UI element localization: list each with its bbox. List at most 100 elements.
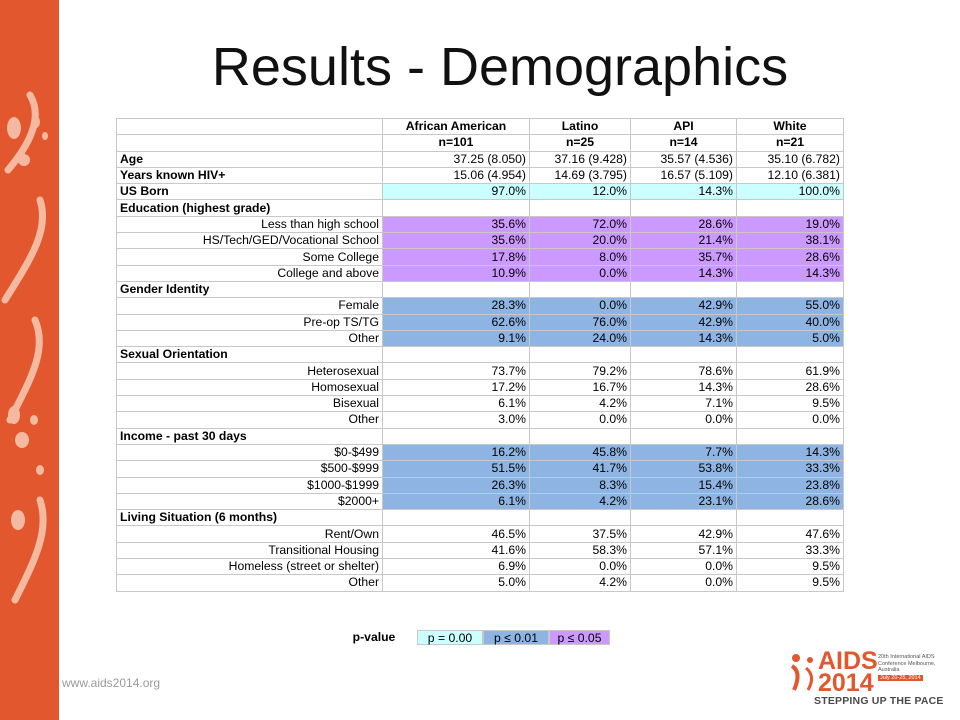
table-row: Some College 17.8% 8.0% 35.7% 28.6% xyxy=(116,248,844,266)
table-cell: 5.0% xyxy=(382,574,530,592)
table-cell: 72.0% xyxy=(529,215,631,234)
row-label: Some College xyxy=(116,248,383,266)
table-cell: 51.5% xyxy=(382,460,530,478)
column-count: n=21 xyxy=(736,134,844,152)
table-cell: 35.7% xyxy=(630,248,737,266)
legend-item-p005: p ≤ 0.05 xyxy=(549,630,610,645)
table-cell: 0.0% xyxy=(529,558,631,576)
table-cell: 21.4% xyxy=(630,232,737,250)
table-row: Other 9.1% 24.0% 14.3% 5.0% xyxy=(116,329,844,348)
table-row: Heterosexual 73.7% 79.2% 78.6% 61.9% xyxy=(116,362,844,380)
table-row: HS/Tech/GED/Vocational School 35.6% 20.0% 2… xyxy=(116,232,844,250)
column-count: n=101 xyxy=(382,134,530,152)
table-cell: 0.0% xyxy=(630,411,737,429)
logo-subtitle: 20th International AIDS Conference Melbo… xyxy=(878,654,936,681)
table-row: Living Situation (6 months) xyxy=(116,509,844,527)
row-heading: Living Situation (6 months) xyxy=(116,509,383,527)
table-cell: 5.0% xyxy=(736,329,844,348)
table-cell: 42.9% xyxy=(630,525,737,543)
table-cell xyxy=(382,199,530,217)
table-cell xyxy=(529,346,631,364)
table-cell: 28.6% xyxy=(736,492,844,511)
table-cell: 40.0% xyxy=(736,313,844,331)
column-header: White xyxy=(736,117,844,136)
table-cell xyxy=(736,427,844,445)
table-cell: 17.8% xyxy=(382,248,530,266)
table-cell: 0.0% xyxy=(630,558,737,576)
legend-label: p-value xyxy=(352,630,396,644)
column-header: Latino xyxy=(529,117,631,136)
table-cell: 23.8% xyxy=(736,476,844,494)
table-cell: 10.9% xyxy=(382,264,530,282)
table-row: $0-$499 16.2% 45.8% 7.7% 14.3% xyxy=(116,443,844,462)
table-cell: 4.2% xyxy=(529,492,631,511)
column-header: API xyxy=(630,117,737,136)
table-cell: 15.4% xyxy=(630,476,737,494)
table-row: $1000-$1999 26.3% 8.3% 15.4% 23.8% xyxy=(116,476,844,494)
row-label: $2000+ xyxy=(116,492,383,511)
row-heading: US Born xyxy=(116,183,383,201)
row-heading: Age xyxy=(116,150,383,168)
table-row: Gender Identity xyxy=(116,280,844,299)
table-cell: 35.10 (6.782) xyxy=(736,150,844,168)
table-cell: 53.8% xyxy=(630,460,737,478)
table-cell: 7.7% xyxy=(630,443,737,462)
table-cell xyxy=(630,509,737,527)
row-label: Bisexual xyxy=(116,395,383,413)
table-row: Female 28.3% 0.0% 42.9% 55.0% xyxy=(116,297,844,315)
row-label: Heterosexual xyxy=(116,362,383,380)
table-cell xyxy=(529,427,631,445)
table-cell: 58.3% xyxy=(529,541,631,560)
page-title: Results - Demographics xyxy=(211,37,789,97)
logo-tagline: STEPPING UP THE PACE xyxy=(814,695,944,707)
table-cell: 14.3% xyxy=(630,264,737,282)
table-cell xyxy=(382,427,530,445)
row-label: $1000-$1999 xyxy=(116,476,383,494)
table-row: Education (highest grade) xyxy=(116,199,844,217)
website-url: www.aids2014.org xyxy=(62,676,161,690)
table-cell: 76.0% xyxy=(529,313,631,331)
table-cell xyxy=(382,280,530,299)
table-cell: 45.8% xyxy=(529,443,631,462)
table-cell: 7.1% xyxy=(630,395,737,413)
table-row: Less than high school 35.6% 72.0% 28.6% 19.0… xyxy=(116,215,844,234)
table-cell: 20.0% xyxy=(529,232,631,250)
row-label: Less than high school xyxy=(116,215,383,234)
table-cell: 6.9% xyxy=(382,558,530,576)
row-heading: Gender Identity xyxy=(116,280,383,299)
row-heading: Education (highest grade) xyxy=(116,199,383,217)
table-cell: 9.1% xyxy=(382,329,530,348)
table-cell xyxy=(529,280,631,299)
row-label: Rent/Own xyxy=(116,525,383,543)
table-cell xyxy=(736,346,844,364)
table-cell: 35.57 (4.536) xyxy=(630,150,737,168)
p-value-legend: p-value p = 0.00 p ≤ 0.01 p ≤ 0.05 xyxy=(331,630,610,645)
table-cell xyxy=(630,427,737,445)
table-cell: 14.3% xyxy=(630,183,737,201)
table-cell xyxy=(529,199,631,217)
row-label: Other xyxy=(116,411,383,429)
table-cell: 0.0% xyxy=(630,574,737,592)
table-cell: 9.5% xyxy=(736,574,844,592)
table-cell: 28.6% xyxy=(736,248,844,266)
table-cell: 12.0% xyxy=(529,183,631,201)
table-cell: 97.0% xyxy=(382,183,530,201)
column-count: n=14 xyxy=(630,134,737,152)
table-cell: 42.9% xyxy=(630,313,737,331)
table-cell: 26.3% xyxy=(382,476,530,494)
row-label: Other xyxy=(116,574,383,592)
header-row-groups: African American Latino API White xyxy=(116,117,844,136)
row-label: Homosexual xyxy=(116,378,383,397)
row-heading: Income - past 30 days xyxy=(116,427,383,445)
table-row: Other 5.0% 4.2% 0.0% 9.5% xyxy=(116,574,844,592)
row-heading: Years known HIV+ xyxy=(116,166,383,185)
table-cell: 17.2% xyxy=(382,378,530,397)
table-row: Homosexual 17.2% 16.7% 14.3% 28.6% xyxy=(116,378,844,397)
row-label: Female xyxy=(116,297,383,315)
table-cell xyxy=(630,199,737,217)
aids2014-logo: AIDS 2014 20th International AIDS Confer… xyxy=(786,649,943,712)
table-cell: 14.3% xyxy=(736,264,844,282)
table-row: Pre-op TS/TG 62.6% 76.0% 42.9% 40.0% xyxy=(116,313,844,331)
table-row: Age 37.25 (8.050) 37.16 (9.428) 35.57 (4.53… xyxy=(116,150,844,168)
table-cell xyxy=(382,509,530,527)
